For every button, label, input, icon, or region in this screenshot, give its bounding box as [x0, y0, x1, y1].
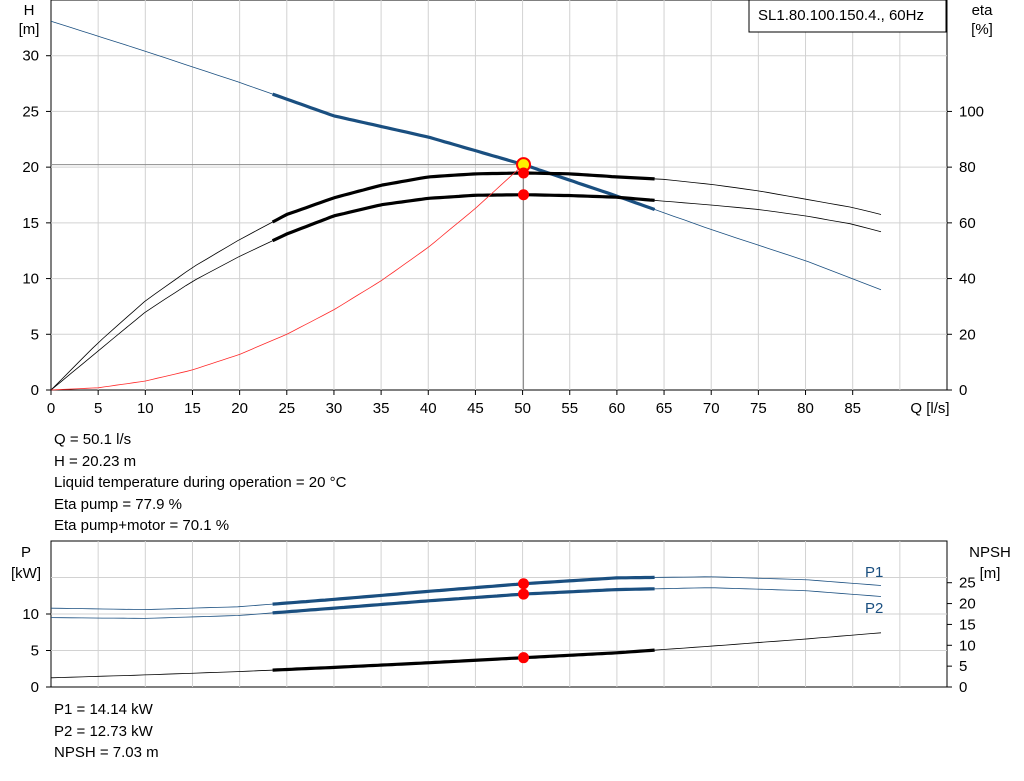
x-tick-label: 25	[278, 400, 295, 417]
power-duty-points	[518, 578, 530, 664]
qh-chart: 0 5 10 15 20 25 30 35 40 45 50 55 60 65 70 75 80 85 0 5 10 1…	[19, 0, 994, 417]
eta-pump-motor-value: Eta pump+motor = 70.1 %	[54, 517, 230, 534]
power-axis-ticks: 0 5 10	[22, 606, 51, 696]
eta-tick-label: 60	[959, 215, 976, 232]
x-tick-label: 50	[514, 400, 531, 417]
x-tick-label: 5	[94, 400, 102, 417]
head-curve-bold	[272, 92, 656, 212]
head-tick-label: 5	[31, 326, 39, 343]
npsh-curve-bold	[272, 648, 655, 672]
npsh-tick-label: 15	[959, 616, 976, 633]
x-tick-label: 40	[420, 400, 437, 417]
p1-series-label: P1	[865, 564, 883, 581]
duty-point-eta-pump-motor	[518, 189, 530, 201]
x-tick-label: 60	[609, 400, 626, 417]
head-tick-label: 20	[22, 159, 39, 176]
npsh-tick-label: 10	[959, 637, 976, 654]
x-tick-label: 30	[326, 400, 343, 417]
power-info: P1 = 14.14 kW P2 = 12.73 kW NPSH = 7.03 …	[54, 699, 159, 764]
power-tick-label: 10	[22, 606, 39, 623]
duty-point-eta-pump	[518, 167, 530, 179]
eta-tick-label: 80	[959, 159, 976, 176]
duty-point-p1	[518, 578, 530, 590]
p2-value: P2 = 12.73 kW	[54, 722, 153, 740]
qh-duty-points	[516, 157, 532, 201]
x-tick-label: 55	[561, 400, 578, 417]
head-tick-label: 15	[22, 215, 39, 232]
x-tick-label: 65	[656, 400, 673, 417]
head-tick-label: 25	[22, 103, 39, 120]
qh-chart-series	[50, 20, 882, 391]
head-tick-label: 0	[31, 382, 39, 399]
npsh-value: NPSH = 7.03 m	[54, 744, 159, 761]
npsh-tick-label: 0	[959, 679, 967, 696]
liquid-temperature: Liquid temperature during operation = 20…	[54, 474, 347, 491]
x-tick-label: 10	[137, 400, 154, 417]
eta-tick-label: 0	[959, 382, 967, 399]
eta-tick-label: 40	[959, 271, 976, 288]
duty-point-info: Q = 50.1 l/s H = 20.23 m Liquid temperat…	[54, 429, 346, 537]
npsh-tick-label: 25	[959, 575, 976, 592]
head-axis-ticks: 0 5 10 15 20 25 30	[22, 48, 51, 399]
power-chart-grid	[51, 541, 947, 687]
x-tick-label: 75	[750, 400, 767, 417]
p1-curve-bold	[272, 575, 655, 606]
x-tick-label: 15	[184, 400, 201, 417]
power-npsh-chart: 0 5 10 0 5 10 15 20 25 P [kW] NPSH [m] P1 P2	[11, 540, 1011, 696]
npsh-tick-label: 5	[959, 658, 967, 675]
head-tick-label: 10	[22, 271, 39, 288]
p2-curve-bold	[272, 587, 655, 615]
flow-value: Q = 50.1 l/s	[54, 431, 132, 448]
power-axis-label: P	[21, 544, 31, 561]
x-tick-label: 0	[47, 400, 55, 417]
eta-tick-label: 100	[959, 103, 984, 120]
system-curve-thin	[50, 164, 524, 391]
eta_pump-curve-bold	[271, 171, 655, 224]
eta-axis-unit: [%]	[971, 21, 993, 38]
x-tick-label: 45	[467, 400, 484, 417]
power-tick-label: 5	[31, 643, 39, 660]
npsh-axis-unit: [m]	[980, 565, 1001, 582]
chart-title-box	[748, 0, 947, 33]
x-tick-label: 85	[844, 400, 861, 417]
duty-guide-lines	[51, 164, 525, 390]
eta_pump_motor-curve-bold	[271, 193, 655, 243]
head-value: H = 20.23 m	[54, 452, 137, 470]
eta-axis-ticks: 0 20 40 60 80 100	[947, 103, 984, 399]
npsh-tick-label: 20	[959, 596, 976, 613]
eta-axis-label: eta	[972, 2, 994, 19]
power-tick-label: 0	[31, 679, 39, 696]
npsh-axis-ticks: 0 5 10 15 20 25	[947, 575, 976, 696]
eta-pump-value: Eta pump = 77.9 %	[54, 495, 182, 513]
x-tick-label: 80	[797, 400, 814, 417]
duty-point-npsh	[518, 652, 530, 664]
duty-point-p2	[518, 588, 530, 600]
chart-title: SL1.80.100.150.4., 60Hz	[758, 7, 924, 24]
p1-value: P1 = 14.14 kW	[54, 701, 153, 718]
head-axis-label: H	[24, 2, 35, 19]
npsh-axis-label: NPSH	[969, 544, 1011, 561]
x-axis-ticks: 0 5 10 15 20 25 30 35 40 45 50 55 60 65 70 75 80 85	[47, 390, 861, 417]
head-tick-label: 30	[22, 48, 39, 65]
eta-tick-label: 20	[959, 326, 976, 343]
p2-series-label: P2	[865, 600, 883, 617]
x-tick-label: 20	[231, 400, 248, 417]
flow-axis-label: Q [l/s]	[910, 400, 949, 417]
power-axis-unit: [kW]	[11, 565, 41, 582]
x-tick-label: 35	[373, 400, 390, 417]
x-tick-label: 70	[703, 400, 720, 417]
power-chart-series	[50, 575, 882, 679]
head-axis-unit: [m]	[19, 21, 40, 38]
